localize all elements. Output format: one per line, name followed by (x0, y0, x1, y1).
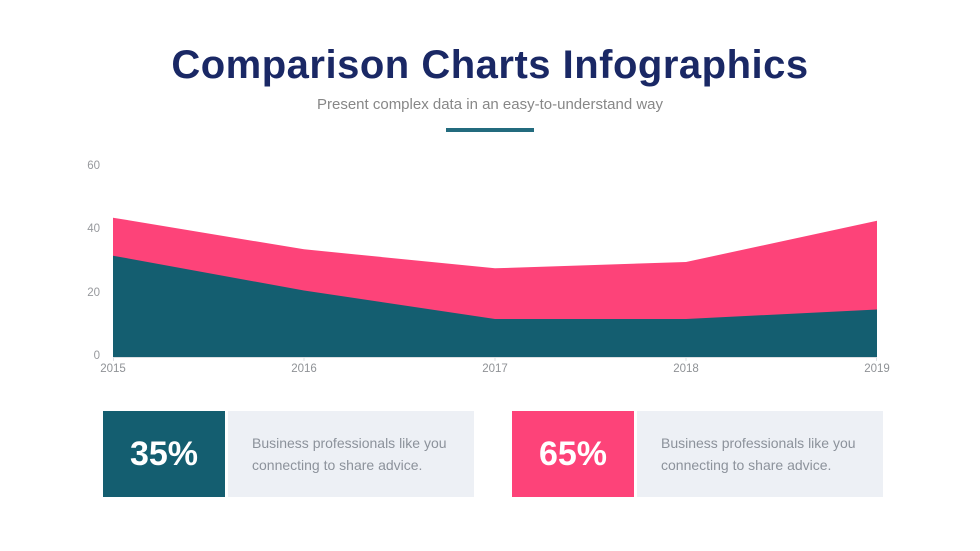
x-axis-tick-2016: 2016 (291, 363, 317, 375)
y-axis-tick-60: 60 (87, 160, 100, 172)
y-axis-tick-20: 20 (87, 287, 100, 299)
stat-description-panel: Business professionals like you connecti… (637, 411, 883, 497)
stat-card-pink: 65% Business professionals like you conn… (512, 411, 883, 497)
title-divider (446, 128, 534, 132)
stat-description: Business professionals like you connecti… (661, 435, 856, 473)
stat-value: 35% (129, 434, 199, 473)
x-axis-tick-2018: 2018 (673, 363, 699, 375)
page-title: Comparison Charts Infographics (171, 43, 809, 87)
stat-description: Business professionals like you connecti… (252, 435, 447, 473)
x-axis-tick-2019: 2019 (864, 363, 890, 375)
stat-value-block-teal: 35% (103, 411, 225, 497)
x-axis-tick-2015: 2015 (100, 363, 126, 375)
page-subtitle: Present complex data in an easy-to-under… (316, 96, 664, 113)
stat-description-panel: Business professionals like you connecti… (228, 411, 474, 497)
stacked-area-chart (113, 217, 877, 361)
y-axis-tick-0: 0 (93, 350, 100, 362)
x-axis-tick-2017: 2017 (482, 363, 508, 375)
stat-value-block-pink: 65% (512, 411, 634, 497)
stat-card-teal: 35% Business professionals like you conn… (103, 411, 474, 497)
stat-value: 65% (538, 434, 608, 473)
y-axis-tick-40: 40 (87, 223, 100, 235)
